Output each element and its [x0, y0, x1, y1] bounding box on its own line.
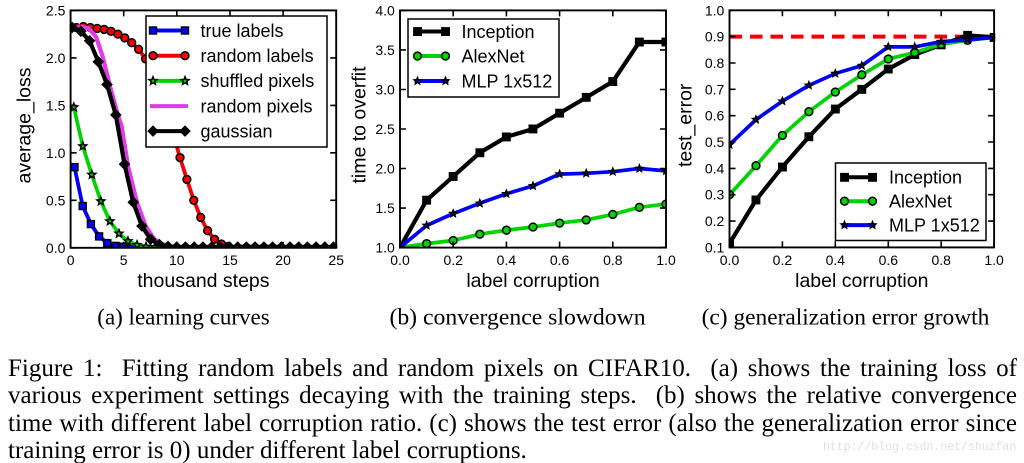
svg-text:0.4: 0.4: [705, 160, 725, 176]
svg-text:(b) convergence slowdown: (b) convergence slowdown: [389, 304, 645, 330]
svg-text:15: 15: [222, 252, 238, 268]
svg-text:2.0: 2.0: [46, 50, 66, 66]
svg-text:label corruption: label corruption: [795, 270, 928, 292]
svg-text:0.7: 0.7: [705, 81, 725, 97]
svg-text:1.5: 1.5: [375, 200, 395, 216]
svg-text:4.0: 4.0: [375, 2, 395, 18]
svg-text:0.9: 0.9: [705, 29, 725, 45]
svg-text:5: 5: [120, 252, 128, 268]
svg-text:0.8: 0.8: [603, 252, 623, 268]
svg-text:2.5: 2.5: [375, 121, 395, 137]
svg-text:time to overfit: time to overfit: [349, 66, 371, 184]
svg-text:AlexNet: AlexNet: [889, 192, 952, 212]
svg-text:0.6: 0.6: [879, 252, 899, 268]
svg-text:0.5: 0.5: [705, 134, 725, 150]
svg-text:0.8: 0.8: [931, 252, 951, 268]
svg-text:20: 20: [275, 252, 291, 268]
svg-text:random labels: random labels: [201, 46, 314, 66]
svg-text:MLP 1x512: MLP 1x512: [462, 71, 553, 91]
svg-text:0.3: 0.3: [705, 187, 725, 203]
svg-text:average_loss: average_loss: [14, 67, 36, 183]
svg-text:0.5: 0.5: [46, 192, 66, 208]
svg-text:0.1: 0.1: [705, 239, 725, 255]
svg-text:shuffled pixels: shuffled pixels: [201, 71, 315, 91]
svg-text:test_error: test_error: [675, 83, 697, 167]
svg-text:label corruption: label corruption: [466, 270, 599, 292]
svg-text:random pixels: random pixels: [201, 96, 313, 116]
svg-text:0.0: 0.0: [390, 252, 410, 268]
svg-text:0.0: 0.0: [46, 240, 66, 256]
svg-text:1.0: 1.0: [984, 252, 1004, 268]
svg-text:0.2: 0.2: [705, 213, 725, 229]
svg-text:0.0: 0.0: [720, 252, 740, 268]
svg-text:1.0: 1.0: [656, 252, 676, 268]
svg-text:1.0: 1.0: [46, 145, 66, 161]
svg-text:(a) learning curves: (a) learning curves: [97, 304, 269, 329]
svg-text:0.4: 0.4: [826, 252, 846, 268]
svg-text:1.5: 1.5: [46, 97, 66, 113]
svg-text:0: 0: [67, 252, 75, 268]
svg-text:2.5: 2.5: [46, 2, 66, 18]
svg-text:Inception: Inception: [462, 22, 535, 42]
svg-text:0.8: 0.8: [705, 55, 725, 71]
svg-text:1.0: 1.0: [375, 240, 395, 256]
svg-text:3.0: 3.0: [375, 82, 395, 98]
svg-text:0.6: 0.6: [705, 108, 725, 124]
svg-text:gaussian: gaussian: [201, 121, 273, 141]
svg-text:0.4: 0.4: [497, 252, 517, 268]
svg-text:0.2: 0.2: [773, 252, 793, 268]
svg-text:3.5: 3.5: [375, 42, 395, 58]
svg-text:0.2: 0.2: [443, 252, 463, 268]
svg-text:thousand steps: thousand steps: [137, 270, 270, 292]
svg-text:(c) generalization error growt: (c) generalization error growth: [702, 304, 990, 330]
svg-text:25: 25: [328, 252, 344, 268]
svg-text:2.0: 2.0: [375, 161, 395, 177]
svg-text:0.6: 0.6: [550, 252, 570, 268]
svg-text:1.0: 1.0: [705, 2, 725, 18]
svg-text:true labels: true labels: [201, 21, 284, 41]
svg-text:Inception: Inception: [889, 168, 962, 188]
svg-text:MLP 1x512: MLP 1x512: [889, 215, 980, 235]
svg-text:10: 10: [169, 252, 185, 268]
svg-text:AlexNet: AlexNet: [462, 46, 525, 66]
